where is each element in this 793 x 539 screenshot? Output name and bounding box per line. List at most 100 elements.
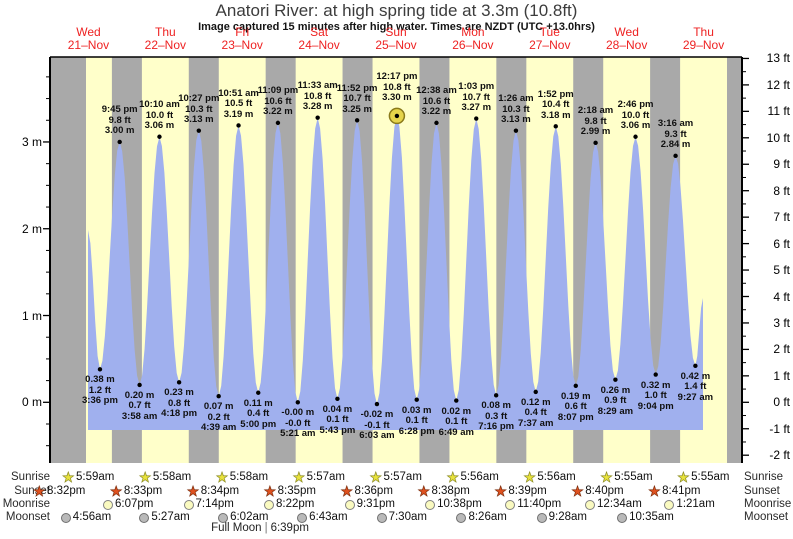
row-label-sunrise: Sunrise	[11, 471, 50, 483]
day-header: Wed 21–Nov	[53, 26, 123, 52]
tide-point-dot	[533, 389, 538, 395]
day-name: Sun	[385, 25, 407, 39]
tide-label-line: 0.1 ft	[405, 415, 428, 427]
moonset-moon-icon	[60, 512, 71, 523]
tide-label-line: 3.06 m	[620, 120, 651, 132]
tide-label-line: 0.8 ft	[168, 397, 191, 409]
tide-point-dot	[374, 401, 380, 407]
tide-label-line: 3:58 am	[121, 410, 158, 422]
day-header: Sat 24–Nov	[284, 26, 354, 52]
moonset-time: 8:26am	[468, 510, 507, 523]
tide-label-line: 0.42 m	[680, 370, 711, 382]
y-axis-right-label: 11 ft	[767, 104, 790, 119]
y-axis-right-label: 5 ft	[773, 263, 790, 278]
moonset-time: 4:56am	[72, 510, 112, 523]
tide-point-dot	[157, 134, 162, 139]
tide-label-line: 4:18 pm	[161, 408, 198, 420]
sunrise-time: 5:55am	[691, 471, 730, 483]
sunrise-star-icon: ★	[369, 469, 383, 485]
tide-point-dot	[493, 393, 499, 398]
tide-label-line: 10.8 ft	[303, 90, 332, 102]
moonrise-moon-icon	[664, 499, 675, 510]
tide-label-line: 3.19 m	[223, 108, 254, 120]
tide-high-label: 3:16 am 9.3 ft 2.84 m	[644, 119, 708, 151]
day-name: Wed	[614, 25, 639, 39]
tide-point-dot	[513, 128, 519, 133]
y-axis-left-label: 3 m	[21, 134, 42, 149]
tide-point-dot	[573, 383, 578, 389]
page-title: Anatori River: at high spring tide at 3.…	[215, 1, 578, 20]
tide-label-line: 3.06 m	[144, 120, 175, 132]
sunset-star-icon: ★	[340, 482, 354, 499]
tide-label-line: 3.00 m	[104, 125, 135, 137]
tide-label-line: 3.13 m	[501, 114, 531, 126]
day-date: 26–Nov	[452, 38, 494, 52]
tide-point-dot	[117, 139, 122, 145]
tide-label-line: 0.2 ft	[207, 411, 230, 423]
tide-label-line: 3.22 m	[421, 106, 452, 118]
y-axis-right-label: -2 ft	[769, 448, 790, 463]
moonrise-time: 6:07pm	[115, 497, 154, 510]
sunrise-time: 5:59am	[76, 471, 115, 483]
tide-label-line: 5:43 pm	[319, 424, 356, 436]
tide-high-label: 10:27 pm 10.3 ft 3.13 m	[167, 94, 231, 126]
tide-label-line: 10.6 ft	[422, 95, 451, 107]
tide-label-line: 0.07 m	[203, 401, 234, 413]
moonset-time: 6:02am	[230, 510, 269, 523]
tide-label-line: -0.1 ft	[364, 419, 390, 431]
moonset-moon-icon	[376, 512, 387, 523]
tide-label-line: 10:27 pm	[178, 93, 220, 105]
tide-point-dot	[693, 363, 698, 369]
full-moon-separator: |	[264, 522, 268, 534]
moonrise-time: 12:34am	[597, 497, 642, 510]
tide-label-line: 0.11 m	[243, 397, 273, 409]
sunset-time: 8:40pm	[585, 484, 624, 497]
tide-label-line: 1:03 pm	[458, 81, 495, 93]
tide-label-line: 0.1 ft	[326, 414, 349, 426]
tide-label-line: 11:52 pm	[336, 82, 378, 94]
tide-point-dot	[673, 153, 678, 159]
tide-label-line: 0.04 m	[322, 403, 353, 415]
tide-label-line: 1.4 ft	[684, 381, 707, 393]
moonrise-moon-icon	[425, 499, 436, 510]
sunrise-star-icon: ★	[62, 469, 75, 485]
tide-low-label: 0.32 m 1.0 ft 9:04 pm	[624, 379, 688, 413]
tide-label-line: 10.3 ft	[185, 103, 213, 115]
tide-point-dot	[354, 118, 360, 123]
sunrise-star-icon: ★	[677, 469, 690, 485]
sunset-star-icon: ★	[33, 482, 46, 499]
day-header: Mon 26–Nov	[438, 26, 508, 52]
day-date: 23–Nov	[221, 38, 263, 52]
day-date: 29–Nov	[682, 38, 725, 52]
page-subtitle: Image captured 15 minutes after high wat…	[198, 21, 595, 33]
tide-label-line: 9.8 ft	[584, 115, 607, 127]
tide-label-line: 10.6 ft	[264, 95, 292, 107]
tide-low-label: 0.38 m 1.2 ft 3:36 pm	[68, 375, 132, 407]
tide-low-label: 0.03 m 0.1 ft 6:28 pm	[385, 404, 449, 438]
tide-label-line: 0.32 m	[640, 379, 671, 391]
sunrise-time: 5:57am	[383, 471, 422, 483]
tide-label-line: 3:16 am	[657, 118, 694, 130]
tide-label-line: 0.4 ft	[247, 408, 270, 420]
sunset-star-icon: ★	[571, 482, 584, 499]
sunset-time: 8:34pm	[200, 484, 240, 497]
tide-label-line: 3.27 m	[461, 102, 492, 114]
tide-label-line: 0.03 m	[401, 404, 432, 416]
tide-high-label: 9:45 pm 9.8 ft 3.00 m	[88, 105, 152, 137]
sunset-star-icon: ★	[648, 482, 661, 499]
tide-point-dot	[256, 390, 261, 395]
moonset-time: 5:27am	[151, 510, 190, 523]
day-header: Tue 27–Nov	[515, 26, 585, 52]
sunset-time: 8:36pm	[354, 484, 393, 497]
tide-high-label: 12:38 am 10.6 ft 3.22 m	[404, 86, 468, 118]
tide-label-line: 10.0 ft	[621, 109, 650, 121]
sunrise-time: 5:56am	[537, 471, 576, 483]
tide-label-line: 0.9 ft	[604, 395, 627, 407]
y-axis-left-label: 1 m	[21, 308, 42, 323]
tide-label-line: 9.3 ft	[664, 128, 687, 140]
tide-point-dot	[315, 115, 320, 120]
tide-label-line: 11:33 am	[297, 80, 338, 92]
tide-label-line: 1:26 am	[498, 93, 534, 105]
tide-high-label: 10:51 am 10.5 ft 3.19 m	[207, 88, 271, 121]
tide-point-dot	[454, 398, 459, 403]
